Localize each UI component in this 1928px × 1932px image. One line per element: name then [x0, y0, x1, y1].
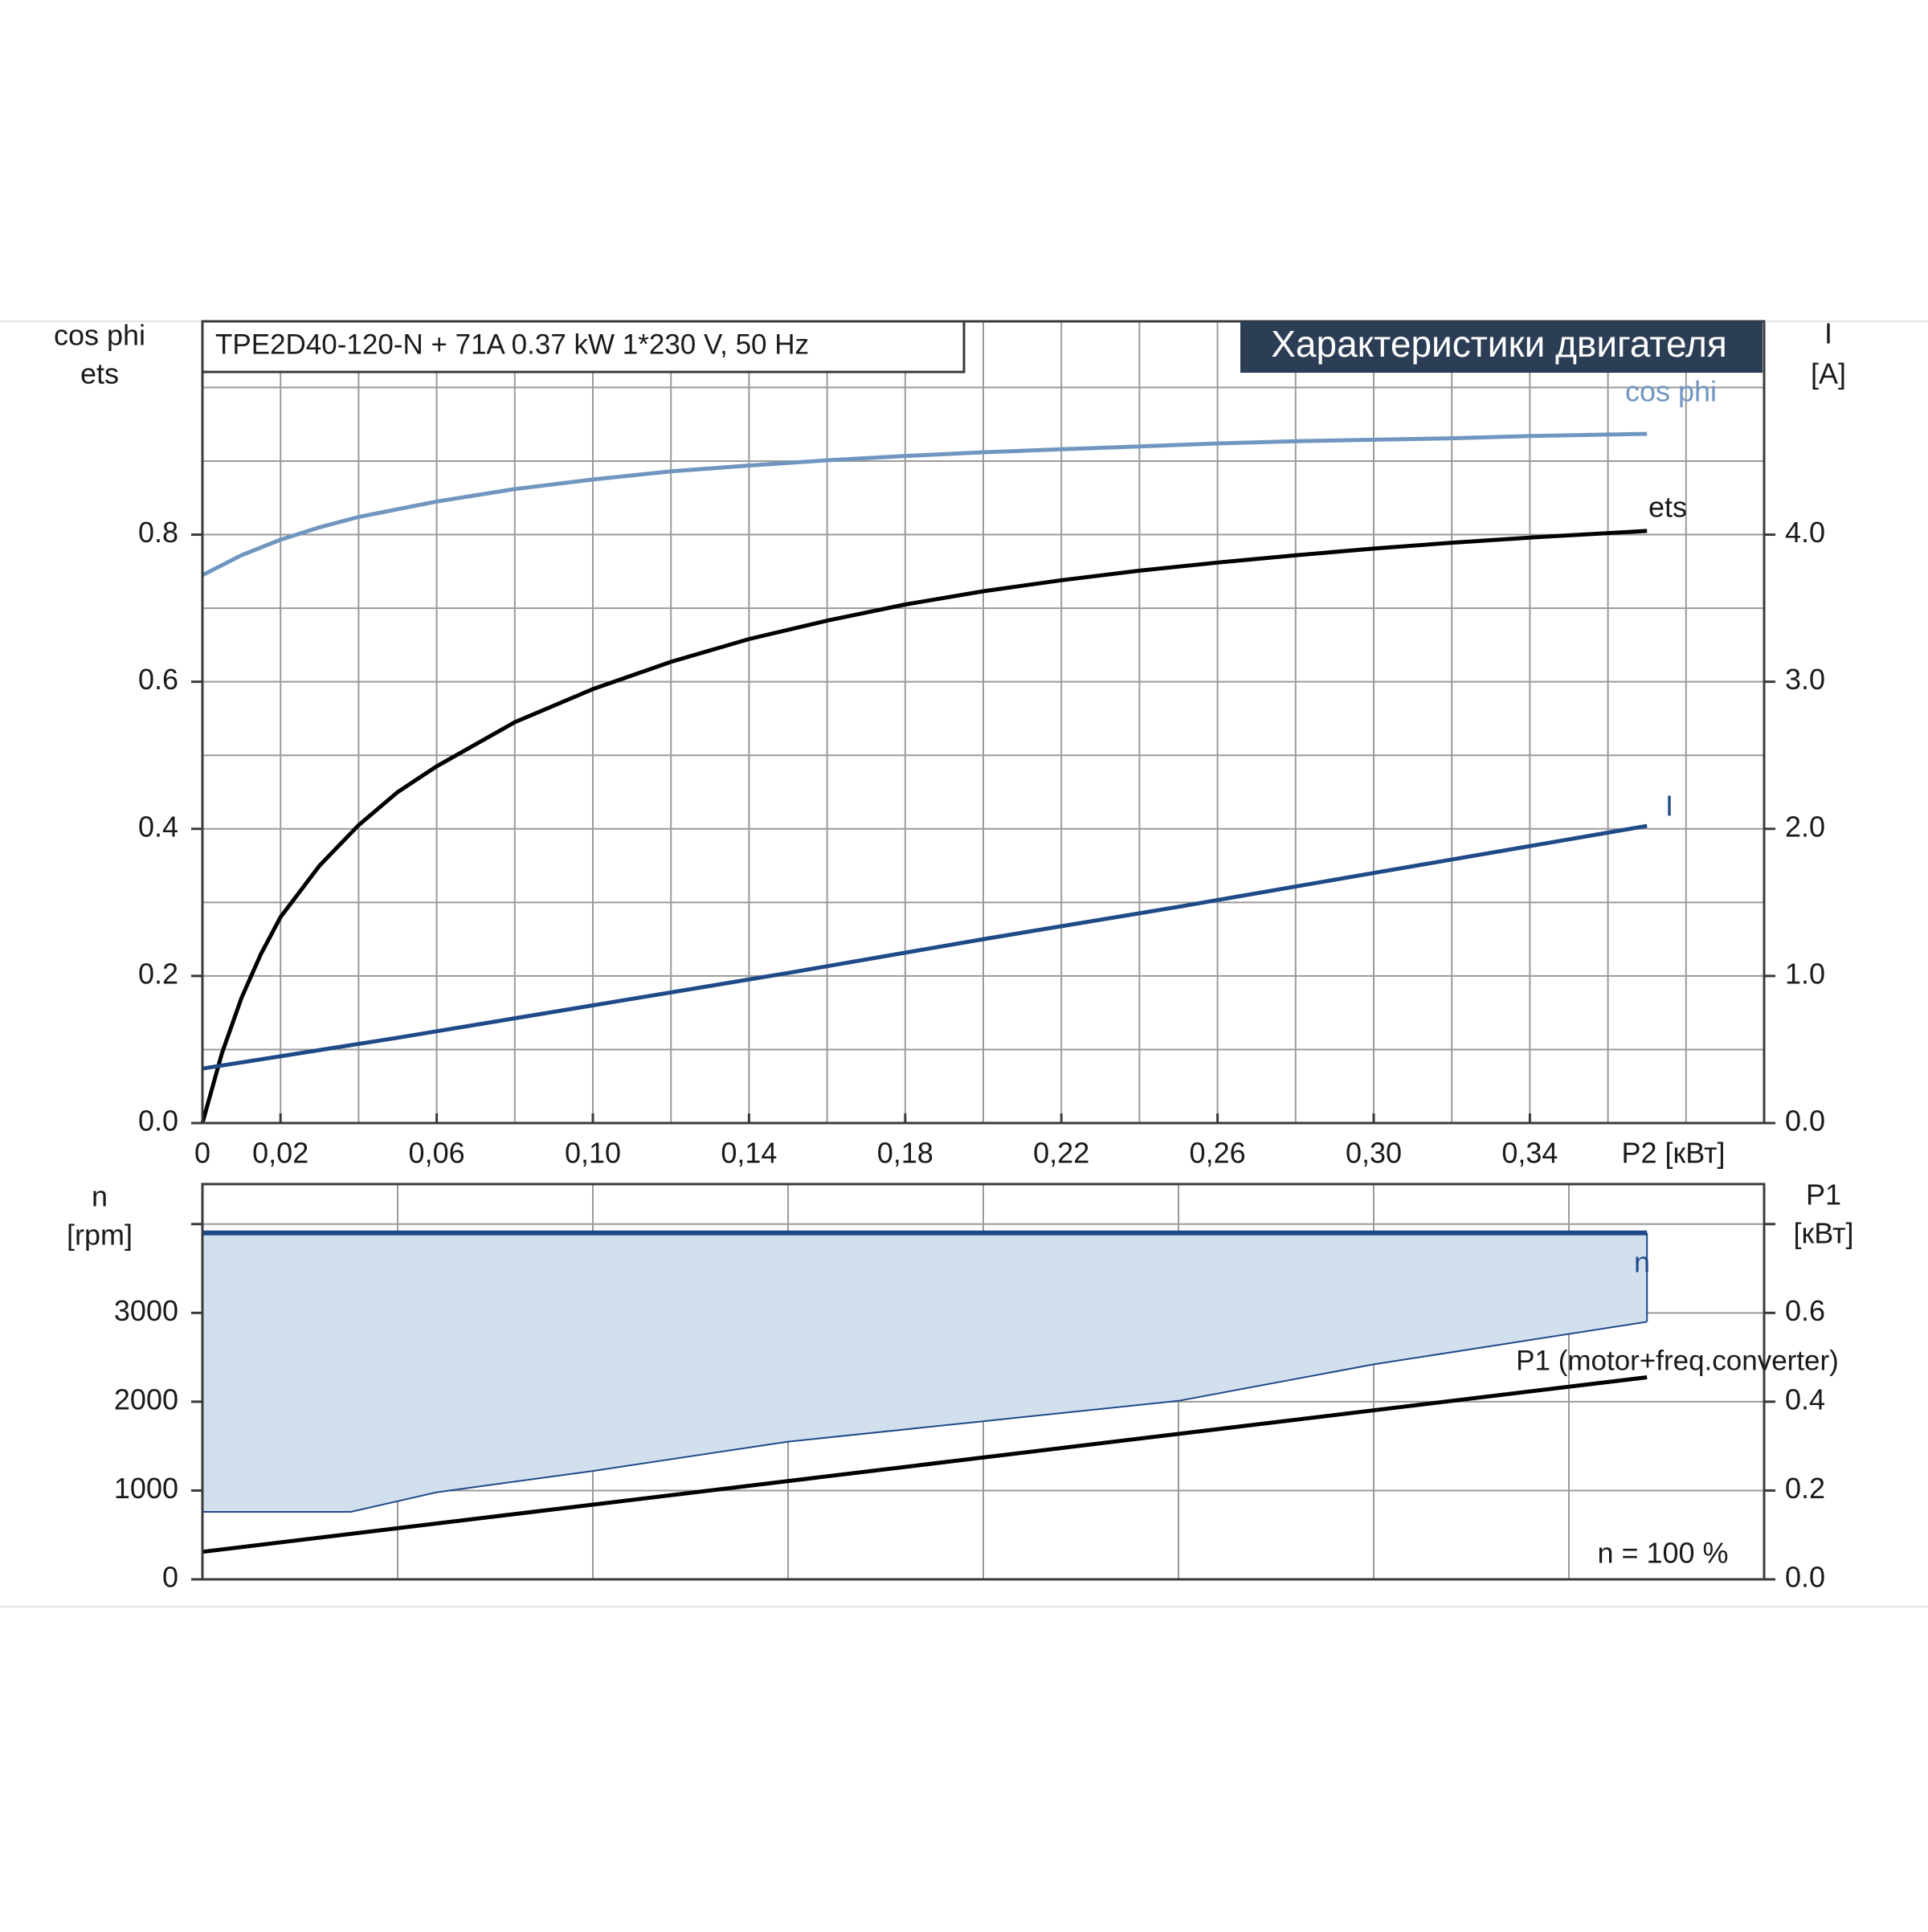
- y-left-tick-label: 0.0: [138, 1105, 178, 1138]
- y-right-tick-label: 0.6: [1785, 1294, 1825, 1327]
- x-tick-label: 0,02: [252, 1137, 308, 1170]
- title-box: [1240, 321, 1763, 373]
- y-right-axis-label: P1: [1806, 1178, 1841, 1211]
- top-plot-frame: [201, 320, 1766, 1125]
- series-label-current: I: [1665, 790, 1673, 823]
- series-lines: [200, 431, 1648, 1554]
- grid-lines: [202, 321, 1764, 1579]
- y-right-axis-label: [A]: [1811, 357, 1846, 390]
- y-left-tick-label: 0: [162, 1561, 178, 1594]
- speed-range-fill: [202, 1232, 1648, 1512]
- y-left-axis-label: cos phi: [54, 319, 145, 352]
- y-right-axis-label: I: [1824, 317, 1832, 350]
- pump-label-box: [201, 320, 966, 374]
- x-axis-label: P2 [кВт]: [1621, 1137, 1725, 1170]
- y-left-tick-label: 0.6: [138, 663, 178, 696]
- y-left-axis-label: n: [92, 1180, 108, 1213]
- bottom-plot-frame: [201, 1182, 1766, 1581]
- x-tick-label: 0,14: [721, 1137, 777, 1170]
- y-right-tick-label: 2.0: [1785, 810, 1825, 843]
- y-right-tick-label: 4.0: [1785, 516, 1825, 549]
- x-tick-label: 0,26: [1190, 1137, 1246, 1170]
- y-right-axis-label: [кВт]: [1793, 1217, 1853, 1250]
- y-left-axis-label: ets: [80, 357, 119, 390]
- series-label-p1: P1 (motor+freq.converter): [1516, 1345, 1839, 1376]
- series-label-speed: n: [1634, 1246, 1650, 1279]
- axes: [191, 320, 1775, 1581]
- x-tick-label: 0,10: [565, 1137, 621, 1170]
- x-tick-label: 0,06: [409, 1137, 465, 1170]
- y-left-tick-label: 0.4: [138, 810, 178, 843]
- x-tick-label: 0,30: [1346, 1137, 1402, 1170]
- x-tick-label: 0,22: [1033, 1137, 1089, 1170]
- x-tick-label: 0,34: [1501, 1137, 1558, 1170]
- y-left-tick-label: 0.8: [138, 516, 178, 549]
- speed-annotation: n = 100 %: [1597, 1537, 1728, 1570]
- y-right-tick-label: 0.4: [1785, 1383, 1825, 1415]
- y-right-tick-label: 0.0: [1785, 1561, 1825, 1594]
- x-tick-label: 0: [194, 1137, 210, 1170]
- series-line-ets: [200, 529, 1648, 1124]
- y-right-tick-label: 3.0: [1785, 663, 1825, 696]
- pump-label: TPE2D40-120-N + 71A 0.37 kW 1*230 V, 50 …: [215, 329, 809, 360]
- series-line-p1: [202, 1375, 1648, 1554]
- series-line-current: [202, 823, 1648, 1071]
- y-left-axis-label: [rpm]: [67, 1219, 133, 1252]
- x-tick-label: 0,18: [877, 1137, 933, 1170]
- series-line-cos-phi: [201, 431, 1648, 578]
- y-right-tick-label: 0.0: [1785, 1105, 1825, 1138]
- chart-text: 0 0,02 0,06 0,10 0,14 0,18 0,22 0,26 0,30 0,34 P2 …: [54, 317, 1854, 1594]
- y-right-tick-label: 1.0: [1785, 957, 1825, 990]
- y-left-tick-label: 3000: [114, 1294, 178, 1327]
- y-left-tick-label: 2000: [114, 1383, 178, 1415]
- speed-range-area: [202, 1232, 1648, 1512]
- series-label-ets: ets: [1648, 491, 1687, 524]
- series-label-cos-phi: cos phi: [1625, 375, 1717, 408]
- series-line-speed-min: [202, 1321, 1648, 1513]
- chart-title: Характеристики двигателя: [1271, 323, 1727, 365]
- y-right-tick-label: 0.2: [1785, 1472, 1825, 1505]
- y-left-tick-label: 1000: [114, 1472, 178, 1505]
- y-left-tick-label: 0.2: [138, 957, 178, 990]
